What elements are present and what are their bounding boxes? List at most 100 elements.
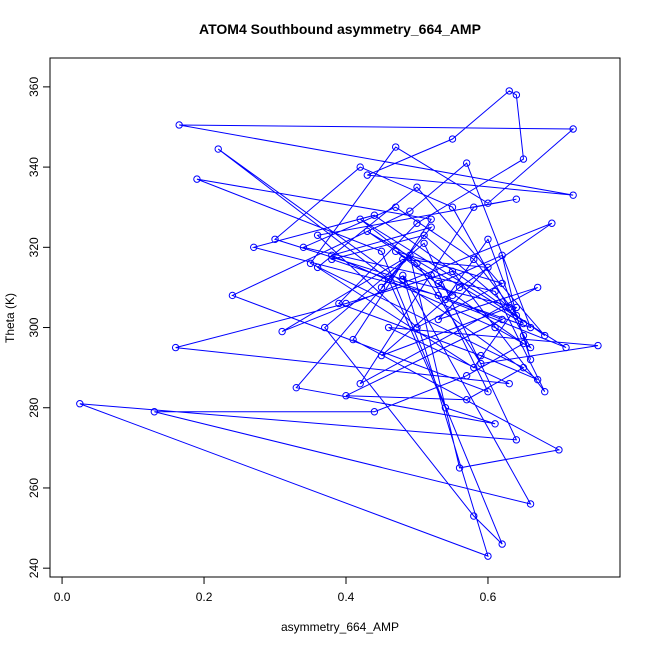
- y-tick-label: 240: [27, 558, 41, 578]
- data-point: [321, 323, 329, 332]
- data-point: [150, 408, 159, 416]
- data-point: [384, 323, 393, 332]
- data-point: [455, 464, 464, 472]
- data-point: [399, 255, 407, 264]
- data-point: [484, 235, 492, 243]
- data-point: [512, 311, 521, 320]
- y-tick-label: 340: [27, 157, 41, 177]
- data-point: [519, 319, 528, 328]
- data-point: [470, 203, 478, 211]
- data-point: [484, 199, 492, 207]
- data-point: [335, 299, 343, 308]
- data-point: [519, 339, 528, 348]
- data-point: [363, 227, 371, 235]
- data-point: [384, 275, 393, 284]
- y-tick-label: 360: [27, 77, 41, 97]
- data-point: [76, 400, 84, 408]
- data-point: [356, 215, 364, 223]
- x-tick-label: 0.0: [54, 590, 71, 604]
- data-point: [313, 263, 322, 272]
- data-point: [434, 291, 442, 300]
- data-point: [434, 315, 442, 324]
- data-point: [441, 295, 450, 304]
- data-point: [470, 512, 478, 520]
- y-tick-label: 280: [27, 397, 41, 417]
- data-point: [413, 183, 421, 191]
- data-point: [548, 219, 556, 227]
- data-point: [555, 446, 563, 454]
- data-point: [505, 379, 513, 388]
- data-point: [420, 231, 428, 239]
- data-point: [484, 552, 492, 560]
- data-point: [519, 331, 528, 340]
- data-point: [391, 143, 400, 151]
- data-point: [498, 315, 506, 324]
- data-point: [175, 121, 183, 129]
- data-point: [512, 436, 521, 444]
- data-point: [477, 359, 485, 368]
- data-point: [491, 323, 499, 332]
- data-point: [377, 247, 386, 256]
- data-point: [413, 259, 421, 268]
- data-point: [541, 388, 549, 396]
- data-point: [342, 392, 350, 400]
- data-point: [342, 299, 350, 308]
- data-point: [533, 375, 542, 384]
- data-point: [448, 203, 457, 211]
- data-point: [594, 341, 602, 350]
- y-axis-label: Theta (K): [3, 293, 17, 343]
- data-point: [363, 171, 371, 179]
- data-point: [562, 343, 570, 352]
- data-point: [498, 279, 506, 288]
- data-point: [462, 159, 471, 167]
- data-point: [420, 239, 428, 247]
- data-point: [491, 420, 499, 428]
- data-point: [470, 363, 478, 372]
- data-point: [377, 283, 386, 292]
- data-point: [391, 247, 400, 256]
- data-point: [271, 235, 279, 243]
- data-point: [462, 371, 471, 380]
- data-point: [448, 135, 457, 143]
- data-point: [214, 145, 222, 153]
- data-point: [448, 291, 457, 300]
- data-point: [512, 303, 521, 312]
- data-line: [79, 90, 599, 557]
- data-point: [462, 396, 471, 404]
- data-point: [512, 195, 521, 203]
- data-point: [356, 163, 364, 171]
- data-point: [328, 251, 336, 260]
- data-point: [526, 323, 535, 332]
- data-point: [377, 351, 386, 360]
- data-point: [399, 275, 407, 284]
- data-point: [512, 91, 521, 99]
- data-point: [484, 388, 492, 396]
- data-point: [427, 271, 435, 280]
- data-point: [313, 231, 322, 239]
- data-point: [448, 267, 457, 276]
- data-point: [406, 207, 414, 215]
- data-point: [328, 255, 336, 264]
- chart-title: ATOM4 Southbound asymmetry_664_AMP: [199, 21, 481, 37]
- x-tick-label: 0.6: [480, 590, 497, 604]
- data-point: [356, 379, 364, 388]
- data-point: [171, 343, 180, 352]
- data-point: [228, 291, 237, 300]
- data-point: [399, 271, 407, 280]
- data-point: [526, 343, 535, 352]
- x-tick-label: 0.4: [338, 590, 355, 604]
- data-point: [498, 540, 506, 548]
- x-tick-label: 0.2: [196, 590, 213, 604]
- data-point: [526, 500, 535, 508]
- data-point: [484, 263, 492, 272]
- data-point: [470, 255, 478, 264]
- data-point: [569, 191, 577, 199]
- x-axis-label: asymmetry_664_AMP: [281, 620, 399, 634]
- y-tick-label: 300: [27, 317, 41, 337]
- data-point: [413, 219, 421, 227]
- data-point: [250, 243, 258, 252]
- data-point: [370, 211, 379, 219]
- data-point: [541, 331, 549, 340]
